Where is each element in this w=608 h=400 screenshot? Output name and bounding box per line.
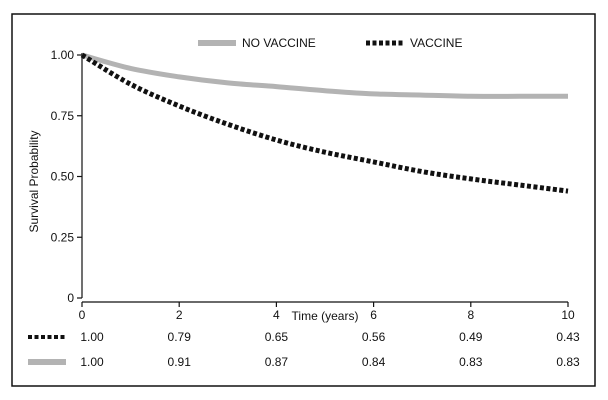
legend-label-vaccine: VACCINE [410,36,462,50]
x-tick-label: 8 [467,308,474,322]
x-tick-label: 10 [561,308,575,322]
x-tick-label: 6 [370,308,377,322]
risk-table-value: 0.83 [459,355,483,369]
legend: NO VACCINE VACCINE [198,36,462,50]
axes: 0 0.25 0.50 0.75 1.00 0 2 4 6 8 10 Time (years) Surv… [27,48,575,323]
series-line-no-vaccine [81,52,568,99]
risk-table-value: 0.84 [362,355,386,369]
y-tick-label: 1.00 [51,48,75,62]
series-line-vaccine [80,52,569,194]
risk-table-value: 0.87 [265,355,289,369]
x-tick-label: 2 [176,308,183,322]
figure-border [11,13,596,387]
y-tick-label: 0.25 [51,230,75,244]
risk-table-value: 0.49 [459,330,483,344]
y-tick-label: 0.50 [51,170,75,184]
x-tick-label: 0 [79,308,86,322]
risk-table-value: 1.00 [80,355,104,369]
risk-table-value: 0.65 [265,330,289,344]
legend-label-no-vaccine: NO VACCINE [242,36,316,50]
risk-table-value: 0.83 [556,355,580,369]
risk-table-value: 0.43 [556,330,580,344]
risk-table-value: 0.79 [168,330,192,344]
y-tick-label: 0 [67,291,74,305]
x-axis-title: Time (years) [292,309,359,323]
x-tick-label: 4 [273,308,280,322]
y-tick-label: 0.75 [51,109,75,123]
y-axis-title: Survival Probability [27,130,41,232]
risk-table-value: 1.00 [80,330,104,344]
risk-table-value: 0.56 [362,330,386,344]
risk-table: 1.00 0.79 0.65 0.56 0.49 0.43 1.00 0.91 0.87 0.84… [28,330,580,369]
series-layer [80,52,569,194]
risk-table-value: 0.91 [168,355,192,369]
